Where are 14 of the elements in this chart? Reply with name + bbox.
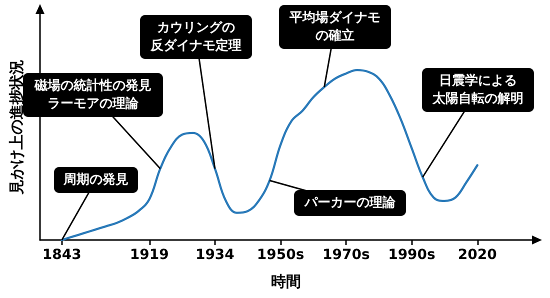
text: カウリングの反ダイナモ定理 — [150, 20, 242, 54]
annotation: 磁場の統計性の発見ラーモアの理論 — [34, 78, 152, 112]
x-tick-label: 1990s — [388, 247, 436, 263]
x-tick-label: 1919 — [130, 247, 169, 263]
x-tick-label: 2020 — [458, 247, 498, 263]
x-tick-label: 1843 — [42, 247, 82, 263]
x-axis-title: 時間 — [271, 272, 301, 290]
text: 平均場ダイナモの確立 — [288, 10, 380, 44]
x-tick-label: 1970s — [322, 247, 370, 263]
x-tick-label: 1934 — [195, 247, 235, 263]
y-axis-title: 見かけ上の進捗状況 — [8, 60, 26, 196]
annotation: 日震学による太陽自転の解明 — [432, 74, 524, 106]
annotation: 周期の発見 — [62, 172, 128, 188]
x-tick-label: 1950s — [256, 247, 304, 263]
